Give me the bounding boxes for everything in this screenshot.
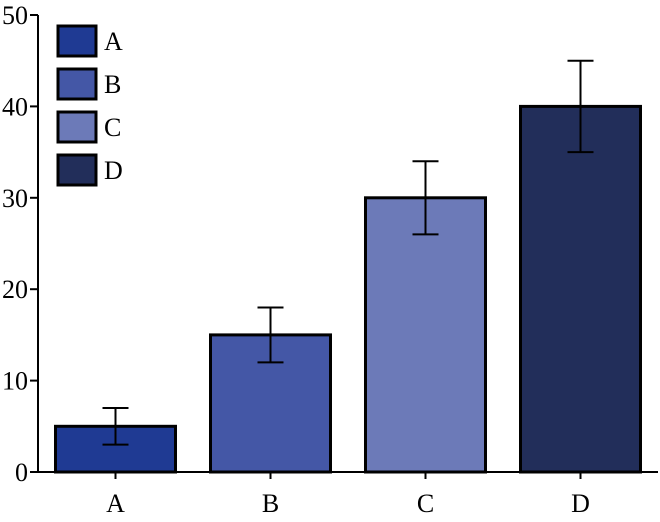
bar-d — [519, 104, 642, 474]
x-tick-label: D — [571, 489, 590, 518]
legend-label-b: B — [104, 70, 121, 99]
y-tick-label: 30 — [2, 184, 28, 213]
y-tick-label: 10 — [2, 367, 28, 396]
legend-swatch-a — [56, 24, 98, 58]
legend-swatch-d — [56, 153, 98, 187]
y-tick-label: 50 — [2, 1, 28, 30]
legend-swatch-c — [56, 110, 98, 144]
y-tick-label: 40 — [2, 92, 28, 121]
x-tick-label: A — [106, 489, 125, 518]
y-tick-label: 0 — [15, 458, 28, 487]
y-tick-label: 20 — [2, 275, 28, 304]
legend-label-c: C — [104, 113, 121, 142]
x-tick-label: C — [417, 489, 434, 518]
legend-label-d: D — [104, 156, 123, 185]
legend-swatch-b — [56, 67, 98, 101]
legend-label-a: A — [104, 27, 123, 56]
x-tick-label: B — [262, 489, 279, 518]
bar-c — [364, 196, 487, 474]
